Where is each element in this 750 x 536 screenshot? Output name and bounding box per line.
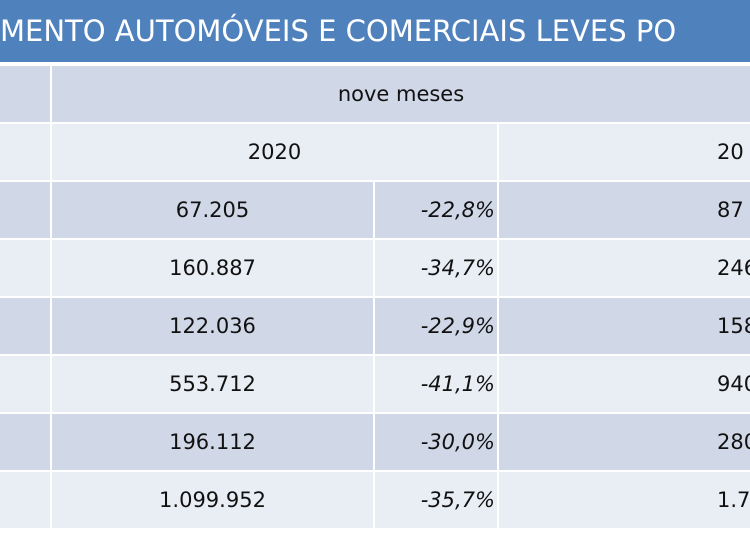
label-cell bbox=[0, 298, 50, 354]
label-cell bbox=[0, 66, 50, 122]
label-cell bbox=[0, 124, 50, 180]
percent-cell: -41,1% bbox=[375, 356, 497, 412]
percent-cell: -22,9% bbox=[375, 298, 497, 354]
percent-cell: -35,7% bbox=[375, 472, 497, 528]
value-cell: 553.712 bbox=[52, 356, 373, 412]
year-header: 20 bbox=[499, 124, 750, 180]
label-cell bbox=[0, 356, 50, 412]
label-cell bbox=[0, 472, 50, 528]
value-cell: 160.887 bbox=[52, 240, 373, 296]
year-header: 2020 bbox=[52, 124, 497, 180]
group-header: nove meses bbox=[52, 66, 750, 122]
value-cell: 67.205 bbox=[52, 182, 373, 238]
value-cell: 87 bbox=[499, 182, 750, 238]
percent-cell: -30,0% bbox=[375, 414, 497, 470]
value-cell: 196.112 bbox=[52, 414, 373, 470]
value-cell: 246 bbox=[499, 240, 750, 296]
percent-cell: -34,7% bbox=[375, 240, 497, 296]
percent-cell: -22,8% bbox=[375, 182, 497, 238]
label-cell bbox=[0, 240, 50, 296]
label-cell bbox=[0, 414, 50, 470]
value-cell: 122.036 bbox=[52, 298, 373, 354]
label-cell bbox=[0, 182, 50, 238]
title: MENTO AUTOMÓVEIS E COMERCIAIS LEVES PO bbox=[0, 0, 750, 62]
value-cell: 158 bbox=[499, 298, 750, 354]
value-cell: 1.71 bbox=[499, 472, 750, 528]
value-cell: 940 bbox=[499, 356, 750, 412]
value-cell: 1.099.952 bbox=[52, 472, 373, 528]
value-cell: 280 bbox=[499, 414, 750, 470]
